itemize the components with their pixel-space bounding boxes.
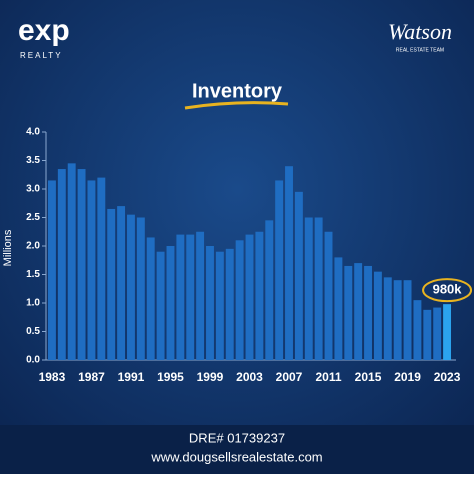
bar [166, 246, 175, 360]
x-tick-label: 2003 [236, 370, 263, 384]
bar [433, 307, 442, 360]
x-tick-label: 1991 [118, 370, 145, 384]
bar [344, 265, 353, 360]
x-tick-label: 2015 [355, 370, 382, 384]
x-tick-label: 1983 [39, 370, 66, 384]
bar [413, 300, 422, 360]
bar [176, 234, 185, 360]
bar [294, 191, 303, 360]
bar [334, 257, 343, 360]
y-tick-label: 3.0 [26, 184, 40, 195]
bar [107, 208, 116, 360]
y-axis-label: Millions [2, 229, 14, 266]
x-tick-label: 1999 [197, 370, 224, 384]
logo: exp [18, 14, 70, 47]
bar [364, 265, 372, 360]
x-tick-label: 2023 [434, 370, 461, 384]
bar [373, 271, 382, 360]
x-tick-label: 2011 [316, 370, 342, 384]
x-tick-label: 1995 [157, 370, 184, 384]
bar [255, 231, 264, 360]
bar [423, 309, 432, 360]
dre: DRE# 01739237 [189, 430, 285, 445]
team-sub: REAL ESTATE TEAM [396, 47, 444, 53]
bar [117, 206, 126, 360]
y-tick-label: 3.5 [26, 155, 40, 166]
bar [314, 217, 323, 360]
bar [324, 231, 333, 360]
x-tick-label: 2007 [276, 370, 303, 384]
bar [443, 304, 452, 360]
bar [225, 248, 234, 360]
bar [304, 217, 313, 360]
bar [215, 251, 224, 360]
bar [87, 180, 96, 360]
bar [265, 220, 274, 360]
y-tick-label: 2.0 [26, 241, 40, 252]
y-tick-label: 4.0 [26, 127, 40, 138]
bar [186, 234, 195, 360]
label-circle [422, 278, 473, 303]
x-tick-label: 1987 [78, 370, 105, 384]
bar [77, 169, 86, 360]
y-tick-label: 0.5 [26, 326, 40, 337]
bar [235, 240, 244, 360]
bar [206, 246, 214, 360]
bar [403, 280, 412, 360]
y-tick-label: 1.5 [26, 269, 40, 280]
value-label: 980k [433, 282, 463, 297]
bar [156, 251, 165, 360]
chart-title: Inventory [192, 80, 283, 102]
y-tick-label: 2.5 [26, 212, 40, 223]
y-tick-label: 0.0 [26, 355, 40, 366]
x-tick-label: 2019 [394, 370, 421, 384]
bar [393, 280, 402, 360]
bar [354, 263, 363, 360]
bar [57, 169, 66, 360]
logo-sub: REALTY [20, 51, 63, 60]
bar [285, 166, 293, 360]
bar [245, 234, 254, 360]
bar [127, 214, 135, 360]
bar [383, 277, 392, 360]
y-tick-label: 1.0 [26, 298, 40, 309]
footer-band [0, 425, 474, 474]
website: www.dougsellsrealestate.com [150, 449, 322, 464]
bar [67, 163, 76, 360]
bar [97, 177, 106, 360]
bar [47, 180, 56, 360]
bar [196, 231, 205, 360]
bar [136, 217, 145, 360]
bar [146, 237, 155, 360]
title-underline [184, 101, 289, 110]
team-logo: Watson [388, 19, 452, 44]
bar [275, 180, 284, 360]
